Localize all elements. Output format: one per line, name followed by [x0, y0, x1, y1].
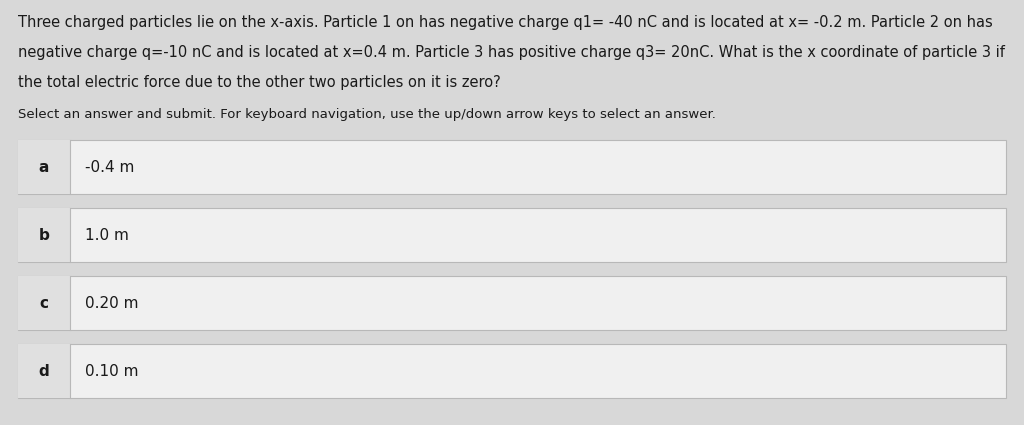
Bar	[18, 140, 1006, 194]
Text: d: d	[39, 363, 49, 379]
Bar	[18, 344, 70, 398]
Text: c: c	[40, 295, 48, 311]
Text: -0.4 m: -0.4 m	[85, 159, 134, 175]
Text: a: a	[39, 159, 49, 175]
Text: negative charge q=-10 nC and is located at x=0.4 m. Particle 3 has positive char: negative charge q=-10 nC and is located …	[18, 45, 1005, 60]
Text: 0.20 m: 0.20 m	[85, 295, 138, 311]
Text: 0.10 m: 0.10 m	[85, 363, 138, 379]
Bar	[18, 344, 1006, 398]
Bar	[18, 208, 70, 262]
Bar	[18, 140, 70, 194]
Text: Three charged particles lie on the x-axis. Particle 1 on has negative charge q1=: Three charged particles lie on the x-axi…	[18, 15, 992, 30]
Text: Select an answer and submit. For keyboard navigation, use the up/down arrow keys: Select an answer and submit. For keyboar…	[18, 108, 716, 121]
Text: the total electric force due to the other two particles on it is zero?: the total electric force due to the othe…	[18, 75, 501, 90]
Bar	[18, 208, 1006, 262]
Text: 1.0 m: 1.0 m	[85, 227, 129, 243]
Bar	[18, 276, 70, 330]
Text: b: b	[39, 227, 49, 243]
Bar	[18, 276, 1006, 330]
